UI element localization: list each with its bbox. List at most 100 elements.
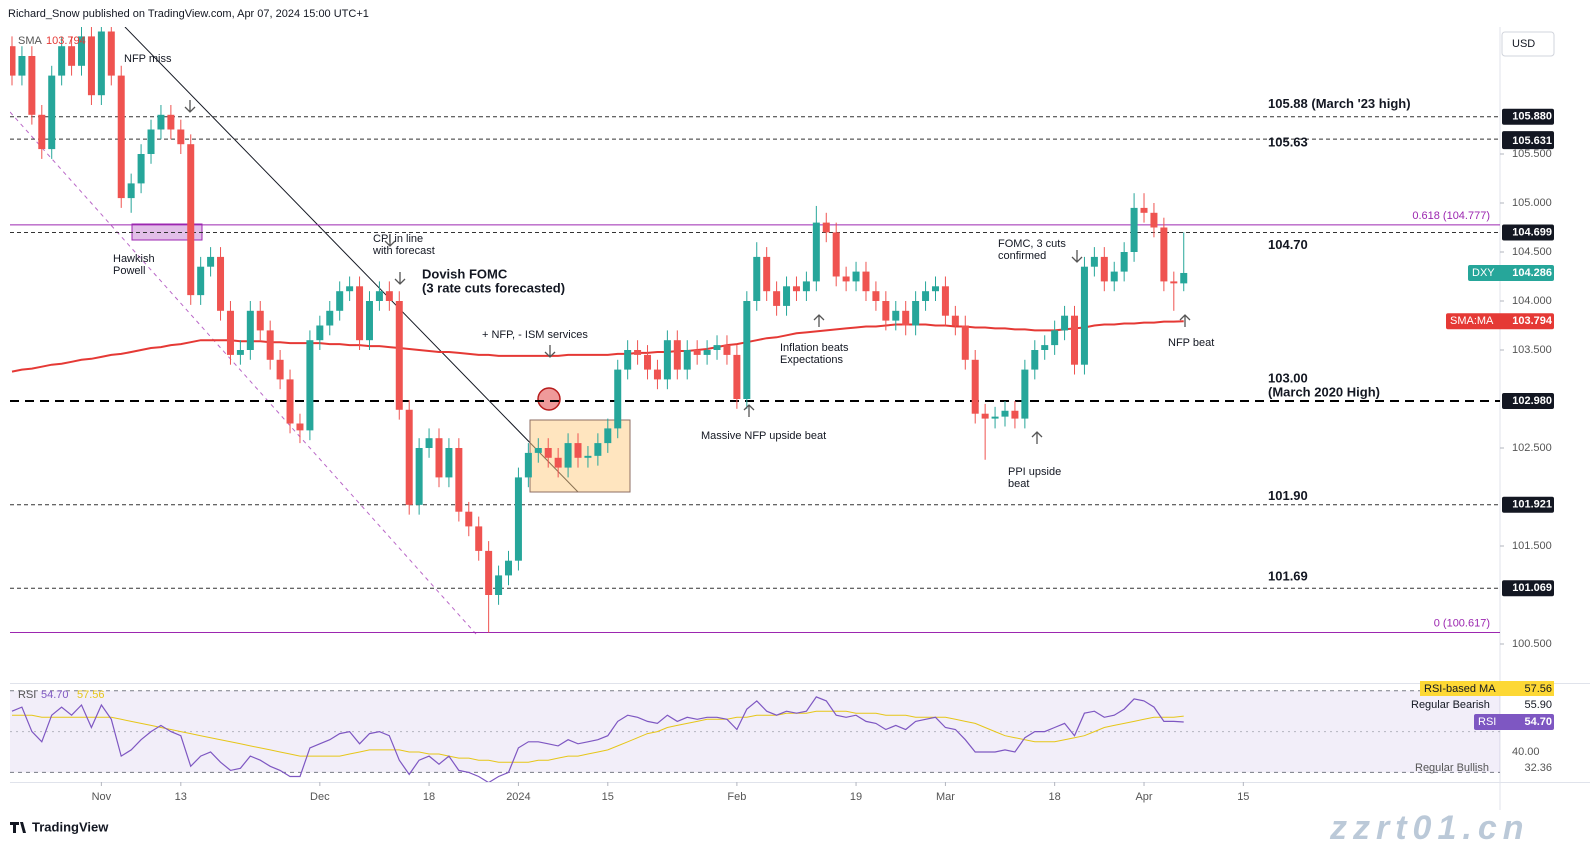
level-label: 103.00 bbox=[1268, 370, 1308, 385]
price-tag bbox=[1502, 133, 1554, 150]
candle-body bbox=[1120, 252, 1128, 272]
candle-body bbox=[1041, 345, 1049, 350]
level-label: 104.70 bbox=[1268, 237, 1308, 252]
candle-body bbox=[495, 575, 503, 595]
y-tick-label: 101.500 bbox=[1512, 540, 1552, 552]
price-tag bbox=[1502, 496, 1554, 513]
candle-body bbox=[455, 448, 463, 512]
currency-box[interactable] bbox=[1501, 31, 1555, 57]
annotation: CPI in line bbox=[373, 233, 423, 245]
annotation: Powell bbox=[113, 265, 145, 277]
candle-body bbox=[1150, 212, 1158, 228]
candle-body bbox=[78, 36, 86, 66]
candle-body bbox=[1021, 369, 1029, 419]
candle-body bbox=[653, 369, 661, 380]
candle-body bbox=[375, 291, 383, 301]
sma-line bbox=[11, 320, 1184, 373]
candle-body bbox=[564, 443, 572, 468]
y-tick-label: 105.000 bbox=[1512, 197, 1552, 209]
candle-body bbox=[107, 31, 115, 76]
rsi-note-name: Regular Bullish bbox=[1415, 762, 1489, 774]
price-tag-label: 104.699 bbox=[1512, 226, 1552, 238]
candle-body bbox=[475, 526, 483, 551]
candle-body bbox=[941, 286, 949, 316]
arrow bbox=[394, 272, 406, 285]
candle-body bbox=[931, 286, 939, 292]
level-label: 105.88 (March '23 high) bbox=[1268, 96, 1411, 111]
x-tick-label: 15 bbox=[1237, 791, 1249, 803]
candle-body bbox=[10, 46, 16, 76]
candle-body bbox=[514, 477, 522, 561]
candle-body bbox=[1180, 272, 1188, 284]
x-tick-label: 18 bbox=[1049, 791, 1061, 803]
candle-body bbox=[574, 443, 582, 458]
candle-body bbox=[505, 560, 512, 576]
candle-body bbox=[554, 457, 562, 468]
rsi-ma-tag-value: 57.56 bbox=[1524, 683, 1552, 695]
arrow bbox=[813, 314, 825, 327]
candle-body bbox=[286, 379, 294, 424]
y-tick-label: 102.500 bbox=[1512, 442, 1552, 454]
x-tick-label: 2024 bbox=[506, 791, 530, 803]
candle-body bbox=[604, 428, 612, 444]
candle-body bbox=[127, 183, 135, 199]
candle-body bbox=[842, 276, 850, 282]
marker-circle bbox=[537, 387, 561, 411]
candle-body bbox=[614, 369, 622, 429]
y-tick-label: 105.500 bbox=[1512, 148, 1552, 160]
annotation: (3 rate cuts forecasted) bbox=[422, 280, 565, 295]
price-tag-label: 101.069 bbox=[1512, 582, 1552, 594]
candle-body bbox=[425, 438, 433, 448]
candle-body bbox=[693, 350, 701, 355]
candle-body bbox=[1170, 281, 1178, 284]
candle-body bbox=[197, 266, 205, 296]
candle-body bbox=[743, 301, 751, 399]
y-tick-label: 100.500 bbox=[1512, 638, 1552, 650]
x-tick-label: Feb bbox=[727, 791, 746, 803]
arrow bbox=[544, 345, 556, 358]
candle-body bbox=[296, 423, 304, 431]
candle-body bbox=[207, 256, 215, 267]
candle-body bbox=[157, 114, 165, 130]
candle-body bbox=[1031, 350, 1039, 370]
last-price-tag bbox=[1468, 264, 1554, 281]
rsi-legend-value: 54.70 bbox=[41, 689, 69, 701]
candle-body bbox=[832, 232, 840, 277]
rsi-ma-line bbox=[12, 710, 1184, 763]
candle-body bbox=[733, 354, 741, 399]
candle-body bbox=[1110, 271, 1118, 282]
candle-body bbox=[58, 46, 66, 76]
candle-body bbox=[465, 511, 473, 527]
sma-legend-name: SMA bbox=[18, 35, 43, 47]
candle-body bbox=[28, 56, 36, 115]
candle-body bbox=[912, 301, 920, 326]
candle-body bbox=[187, 144, 195, 296]
x-tick-label: Apr bbox=[1135, 791, 1152, 803]
watermark: zzrt01.cn bbox=[1329, 809, 1530, 847]
candle-body bbox=[1140, 207, 1148, 213]
price-tag bbox=[1502, 224, 1554, 241]
candle-body bbox=[266, 330, 274, 360]
rsi-tag bbox=[1474, 714, 1554, 730]
candle-body bbox=[812, 222, 820, 282]
candle-body bbox=[1080, 266, 1088, 365]
candle-body bbox=[1011, 410, 1019, 419]
rsi-ma-tag bbox=[1420, 681, 1554, 696]
candle-body bbox=[226, 310, 234, 355]
candle-body bbox=[792, 286, 800, 292]
candle-body bbox=[435, 438, 443, 478]
annotation: Massive NFP upside beat bbox=[701, 430, 826, 442]
brand: TradingView bbox=[32, 819, 109, 834]
candle-body bbox=[38, 114, 46, 150]
arrow bbox=[184, 100, 196, 113]
candle-body bbox=[326, 310, 334, 326]
rsi-line bbox=[11, 696, 1184, 782]
candle-body bbox=[703, 350, 711, 355]
annotation: confirmed bbox=[998, 250, 1046, 262]
sma-tag bbox=[1446, 313, 1554, 330]
candle-body bbox=[117, 75, 125, 199]
arrow bbox=[384, 234, 396, 247]
rsi-ma-legend-value: 57.56 bbox=[77, 689, 105, 701]
